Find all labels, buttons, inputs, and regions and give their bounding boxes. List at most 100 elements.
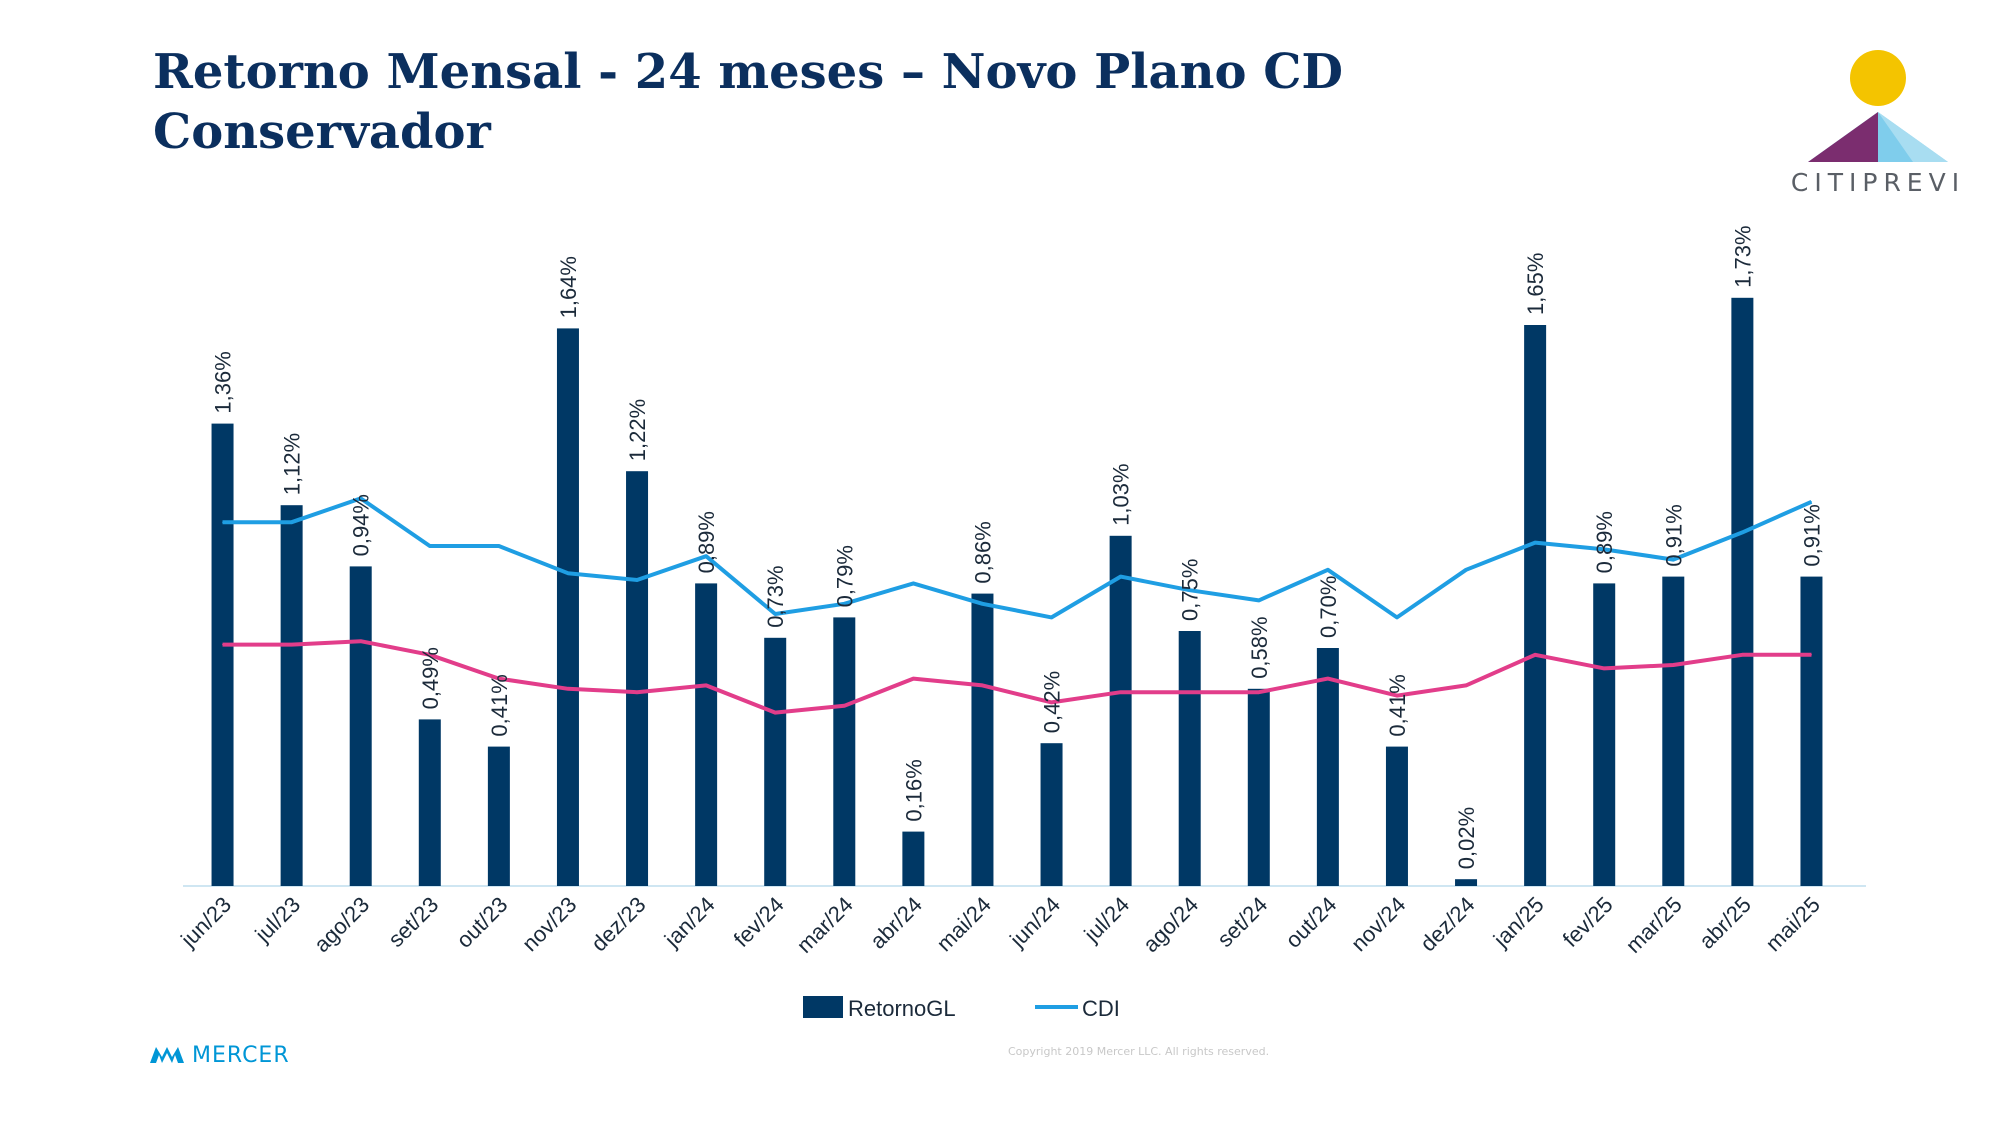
bar-set-24 — [1247, 688, 1270, 886]
mercer-logo: MERCER — [150, 1040, 290, 1070]
x-tick-label: nov/23 — [517, 892, 581, 956]
cdi-line-point-19 — [1534, 542, 1536, 544]
bar-mai-25 — [1800, 576, 1823, 886]
x-tick-label: mar/25 — [1621, 892, 1687, 958]
data-label: 0,94% — [349, 494, 374, 556]
legend-label-retornogl: RetornoGL — [848, 996, 956, 1021]
bar-set-23 — [418, 719, 441, 886]
data-label: 0,75% — [1178, 559, 1203, 621]
bar-jun-24 — [1040, 743, 1063, 886]
pink-series-line-point-21 — [1672, 664, 1674, 666]
data-label: 1,03% — [1109, 463, 1134, 525]
x-tick-label: jan/25 — [1488, 892, 1549, 953]
pink-series-line-point-9 — [843, 705, 845, 707]
bar-nov-23 — [556, 328, 579, 886]
data-label: 0,73% — [763, 565, 788, 627]
x-tick-label: fev/24 — [729, 892, 789, 952]
data-label: 0,49% — [418, 647, 443, 709]
bar-jan-24 — [695, 583, 718, 886]
cdi-line-point-11 — [981, 603, 983, 605]
pink-series-line-point-18 — [1465, 684, 1467, 686]
bar-jun-23 — [211, 423, 234, 886]
page-title: Retorno Mensal - 24 meses – Novo Plano C… — [153, 42, 1353, 162]
x-tick-label: dez/24 — [1415, 892, 1479, 956]
pink-series-line-point-12 — [1051, 701, 1053, 703]
x-tick-label: out/23 — [451, 892, 512, 953]
data-label: 0,89% — [1592, 511, 1617, 573]
citiprevi-logo: CITIPREVI — [1788, 40, 1968, 200]
data-label: 0,42% — [1040, 671, 1065, 733]
cdi-line-point-8 — [774, 613, 776, 615]
pink-series-line-point-23 — [1810, 654, 1812, 656]
cdi-line-point-6 — [636, 579, 638, 581]
cdi-line-point-20 — [1603, 548, 1605, 550]
x-tick-label: jun/23 — [175, 892, 236, 953]
bar-nov-24 — [1385, 746, 1408, 886]
page-title-line1: Retorno Mensal - 24 meses – Novo Plano C… — [153, 44, 1344, 100]
data-label: 1,64% — [556, 256, 581, 318]
pink-series-line-point-5 — [567, 688, 569, 690]
pink-series-line-point-20 — [1603, 667, 1605, 669]
data-label: 1,36% — [211, 351, 236, 413]
cdi-line-point-16 — [1327, 569, 1329, 571]
bar-fev-24 — [764, 637, 787, 886]
pink-series-line — [222, 639, 1812, 715]
x-tick-label: ago/23 — [309, 892, 374, 957]
cdi-line-point-14 — [1189, 589, 1191, 591]
cdi-line-point-18 — [1465, 569, 1467, 571]
cdi-line-point-21 — [1672, 559, 1674, 561]
pink-series-line-point-17 — [1396, 695, 1398, 697]
cdi-line-point-3 — [429, 545, 431, 547]
citiprevi-logo-icon — [1808, 50, 1948, 162]
cdi-line — [222, 496, 1813, 620]
x-tick-label: set/23 — [383, 892, 443, 952]
x-tick-label: mai/24 — [932, 892, 996, 956]
data-label: 0,41% — [487, 674, 512, 736]
x-tick-label: abr/25 — [1694, 892, 1756, 954]
bar-out-24 — [1316, 648, 1339, 886]
cdi-line-point-15 — [1258, 599, 1260, 601]
data-label: 1,65% — [1523, 253, 1548, 315]
pink-series-line-point-14 — [1189, 691, 1191, 693]
data-label: 0,41% — [1385, 674, 1410, 736]
cdi-line-point-0 — [222, 521, 224, 523]
cdi-line-point-13 — [1120, 576, 1122, 578]
x-tick-label: out/24 — [1280, 892, 1341, 953]
x-tick-label: jun/24 — [1004, 892, 1065, 953]
pink-series-line-point-7 — [705, 684, 707, 686]
bar-abr-24 — [902, 831, 925, 886]
bar-mai-24 — [971, 593, 994, 886]
cdi-line-point-9 — [843, 603, 845, 605]
bar-jul-23 — [280, 505, 303, 886]
pink-series-line-point-16 — [1327, 678, 1329, 680]
pink-series-line-point-19 — [1534, 654, 1536, 656]
mercer-logo-icon — [150, 1047, 184, 1063]
pink-series-line-point-11 — [981, 684, 983, 686]
data-label: 0,91% — [1799, 504, 1824, 566]
pink-series-line-point-1 — [291, 644, 293, 646]
pink-series-line-point-13 — [1120, 691, 1122, 693]
data-label: 0,58% — [1247, 616, 1272, 678]
bar-ago-24 — [1178, 631, 1201, 886]
x-tick-label: abr/24 — [865, 892, 927, 954]
bar-abr-25 — [1731, 297, 1754, 886]
copyright-text: Copyright 2019 Mercer LLC. All rights re… — [1008, 1045, 1270, 1058]
pink-series-line-point-4 — [498, 678, 500, 680]
cdi-line-point-10 — [912, 582, 914, 584]
bar-mar-24 — [833, 617, 856, 886]
pink-series-line-point-3 — [429, 654, 431, 656]
data-label: 1,22% — [625, 399, 650, 461]
x-tick-label: ago/24 — [1138, 892, 1203, 957]
pink-series-line-point-6 — [636, 691, 638, 693]
cdi-line-point-7 — [705, 555, 707, 557]
cdi-line-point-4 — [498, 545, 500, 547]
x-tick-label: jan/24 — [659, 892, 720, 953]
mercer-logo-text: MERCER — [192, 1042, 290, 1068]
bar-jan-25 — [1524, 325, 1547, 886]
legend-swatch-retornogl — [803, 996, 843, 1018]
data-label: 1,12% — [280, 433, 305, 495]
cdi-line-point-23 — [1810, 501, 1812, 503]
data-label: 1,73% — [1730, 225, 1755, 287]
x-tick-label: mai/25 — [1761, 892, 1825, 956]
